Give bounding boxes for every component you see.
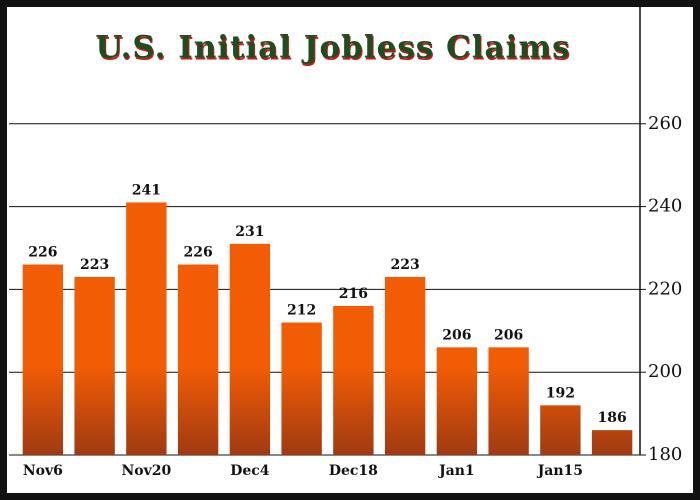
x-tick-label: Nov20 bbox=[121, 463, 171, 479]
value-label: 223 bbox=[391, 257, 420, 273]
chart: U.S. Initial Jobless Claims 180 200 220 240… bbox=[9, 7, 682, 479]
value-label: 223 bbox=[80, 257, 109, 273]
value-label: 226 bbox=[184, 245, 213, 261]
value-label: 206 bbox=[494, 327, 523, 343]
bar bbox=[540, 405, 581, 455]
value-label: 186 bbox=[598, 410, 627, 426]
bar bbox=[591, 430, 633, 455]
value-label: 192 bbox=[546, 385, 575, 401]
y-tick-label: 180 bbox=[648, 444, 682, 465]
value-label: 241 bbox=[132, 182, 161, 198]
bar bbox=[333, 305, 374, 455]
bar bbox=[488, 347, 529, 455]
bar bbox=[22, 264, 64, 455]
x-tick-label: Dec18 bbox=[329, 463, 378, 479]
bar bbox=[436, 347, 478, 455]
value-label: 231 bbox=[235, 224, 264, 240]
value-label: 216 bbox=[339, 286, 368, 302]
bar bbox=[281, 322, 322, 455]
x-tick-label: Dec4 bbox=[230, 463, 270, 479]
bar bbox=[126, 202, 167, 455]
y-tick-label: 220 bbox=[648, 278, 682, 299]
y-tick-label: 240 bbox=[648, 196, 682, 217]
x-tick-label: Jan15 bbox=[536, 463, 583, 479]
x-tick-label: Nov6 bbox=[23, 463, 63, 479]
value-label: 206 bbox=[442, 327, 471, 343]
chart-title: U.S. Initial Jobless Claims bbox=[95, 30, 570, 66]
value-label: 212 bbox=[287, 303, 316, 319]
y-tick-label: 260 bbox=[648, 113, 682, 134]
bar bbox=[229, 243, 271, 455]
y-tick-label: 200 bbox=[648, 361, 682, 382]
x-tick-label: Jan1 bbox=[437, 463, 475, 479]
value-label: 226 bbox=[28, 245, 57, 261]
bar bbox=[74, 276, 115, 455]
bar bbox=[384, 276, 426, 455]
bar bbox=[177, 264, 219, 455]
